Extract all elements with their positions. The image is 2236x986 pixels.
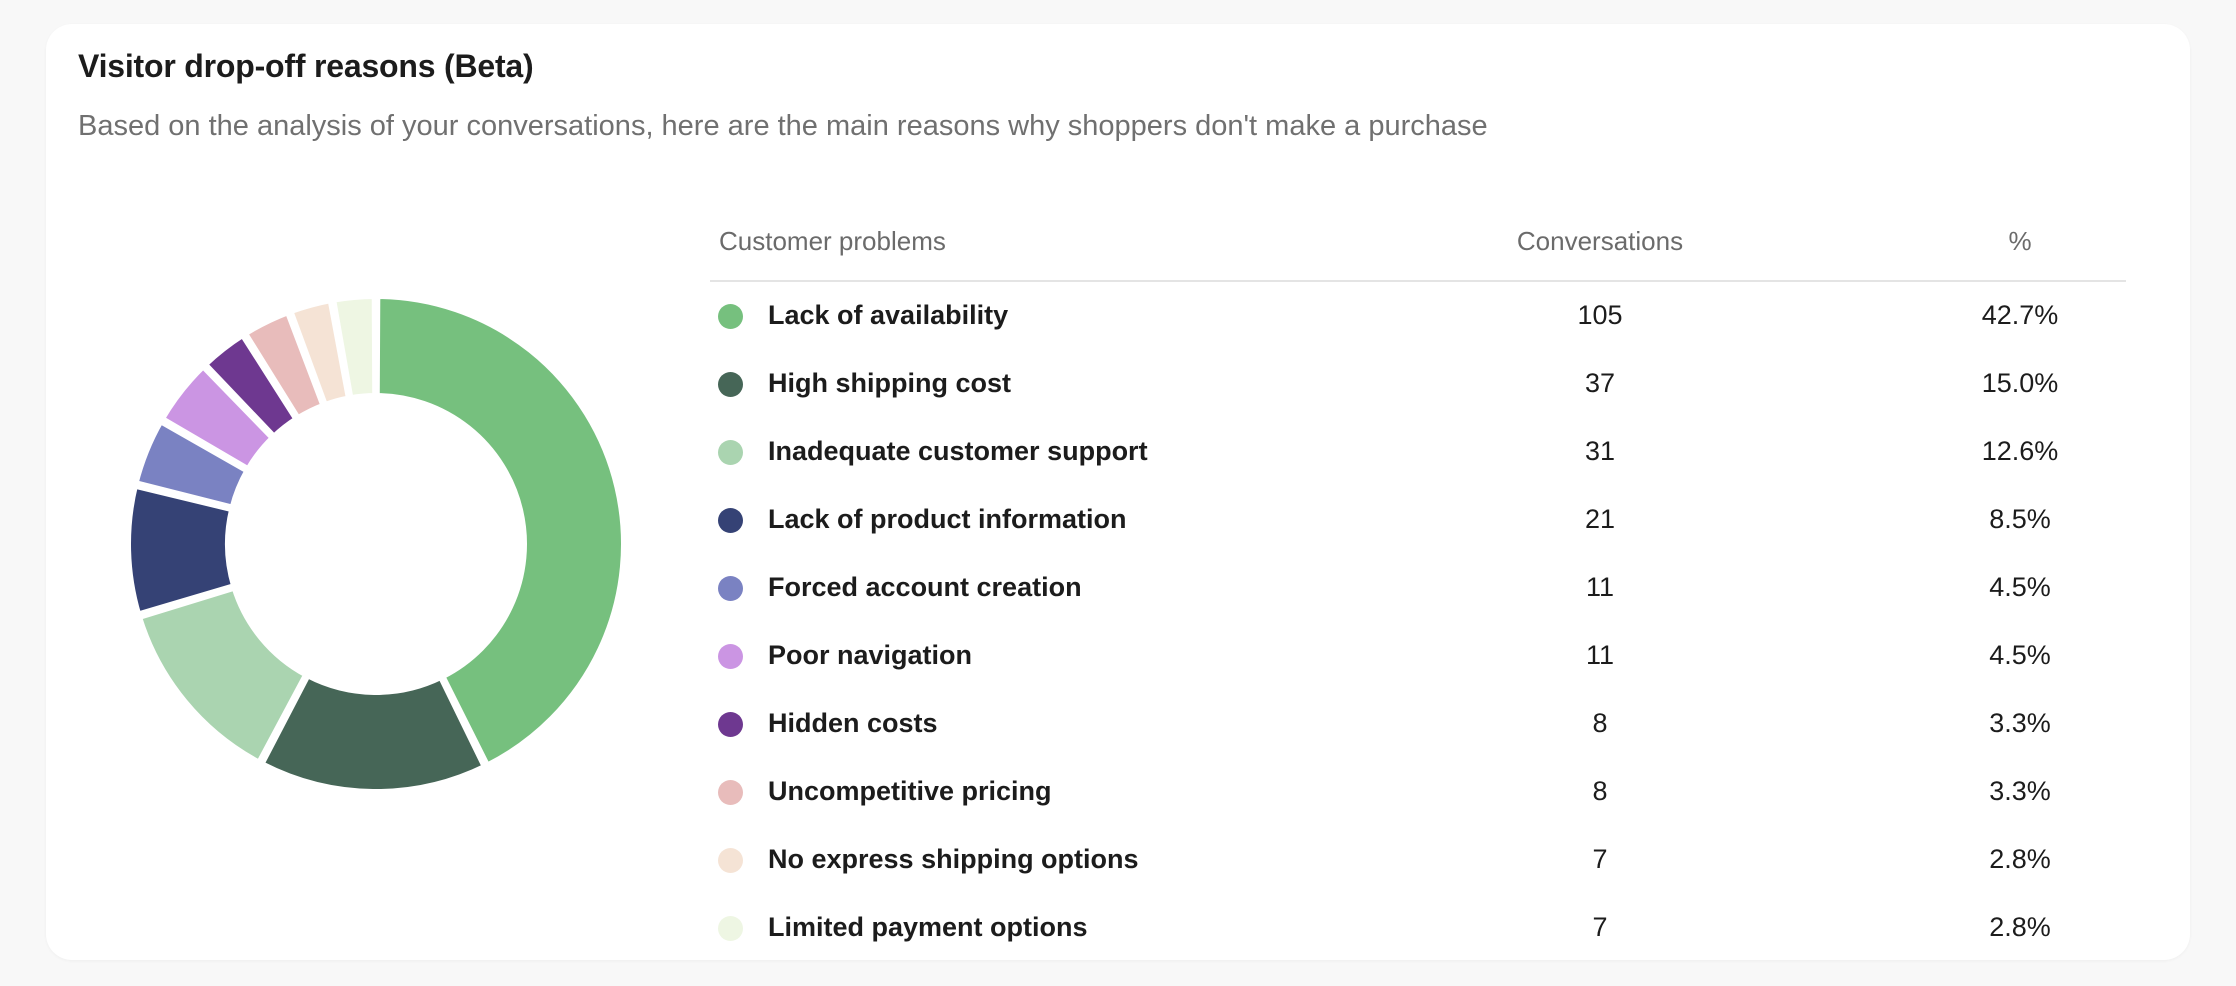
row-label: Lack of availability (768, 300, 1009, 330)
table-row: Inadequate customer support 31 12.6% (710, 418, 2126, 486)
legend-dot-icon (718, 576, 743, 601)
header-percent: % (2008, 226, 2032, 256)
card-subtitle: Based on the analysis of your conversati… (78, 110, 1488, 142)
legend-dot-icon (718, 304, 743, 329)
row-label: Uncompetitive pricing (768, 776, 1052, 806)
row-percent: 3.3% (1989, 776, 2051, 806)
row-conversations: 21 (1584, 504, 1616, 534)
row-label: Limited payment options (768, 912, 1088, 942)
header-conversations: Conversations (1516, 226, 1684, 256)
row-label: Poor navigation (768, 640, 973, 670)
legend-dot-icon (718, 712, 743, 737)
table-row: Forced account creation 11 4.5% (710, 554, 2126, 622)
card-title: Visitor drop-off reasons (Beta) (78, 48, 534, 84)
legend-dot-icon (718, 916, 743, 941)
row-conversations: 8 (1592, 776, 1608, 806)
row-percent: 3.3% (1989, 708, 2051, 738)
legend-dot-icon (718, 848, 743, 873)
row-percent: 2.8% (1989, 844, 2051, 874)
table-row: Lack of product information 21 8.5% (710, 486, 2126, 554)
row-label: Hidden costs (768, 708, 938, 738)
row-label: High shipping cost (768, 368, 1011, 398)
row-percent: 12.6% (1981, 436, 2059, 466)
donut-slice (330, 293, 379, 402)
table-row: Lack of availability 105 42.7% (710, 282, 2126, 350)
table-row: No express shipping options 7 2.8% (710, 826, 2126, 894)
row-percent: 4.5% (1989, 640, 2051, 670)
reasons-table: Customer problems Conversations % Lack o… (710, 200, 2126, 962)
donut-slice (373, 293, 627, 769)
table-row: Poor navigation 11 4.5% (710, 622, 2126, 690)
row-label: Forced account creation (768, 572, 1082, 602)
table-row: High shipping cost 37 15.0% (710, 350, 2126, 418)
table-row: Uncompetitive pricing 8 3.3% (710, 758, 2126, 826)
row-conversations: 7 (1592, 912, 1608, 942)
row-conversations: 37 (1584, 368, 1616, 398)
legend-dot-icon (718, 780, 743, 805)
table-row: Hidden costs 8 3.3% (710, 690, 2126, 758)
row-conversations: 8 (1592, 708, 1608, 738)
row-percent: 8.5% (1989, 504, 2051, 534)
dropoff-card: Visitor drop-off reasons (Beta) Based on… (46, 24, 2190, 960)
row-conversations: 11 (1585, 572, 1615, 602)
row-conversations: 31 (1584, 436, 1616, 466)
donut-chart (125, 293, 627, 795)
row-label: Inadequate customer support (768, 436, 1148, 466)
row-conversations: 11 (1585, 640, 1615, 670)
row-label: Lack of product information (768, 504, 1127, 534)
table-body: Lack of availability 105 42.7% High shippin… (710, 282, 2126, 962)
row-label: No express shipping options (768, 844, 1139, 874)
row-percent: 2.8% (1989, 912, 2051, 942)
legend-dot-icon (718, 372, 743, 397)
header-customer-problems: Customer problems (719, 226, 946, 256)
table-row: Limited payment options 7 2.8% (710, 894, 2126, 962)
row-conversations: 105 (1577, 300, 1623, 330)
row-percent: 15.0% (1981, 368, 2059, 398)
legend-dot-icon (718, 644, 743, 669)
table-header: Customer problems Conversations % (710, 200, 2126, 282)
row-percent: 42.7% (1981, 300, 2059, 330)
row-conversations: 7 (1592, 844, 1608, 874)
legend-dot-icon (718, 440, 743, 465)
row-percent: 4.5% (1989, 572, 2051, 602)
legend-dot-icon (718, 508, 743, 533)
